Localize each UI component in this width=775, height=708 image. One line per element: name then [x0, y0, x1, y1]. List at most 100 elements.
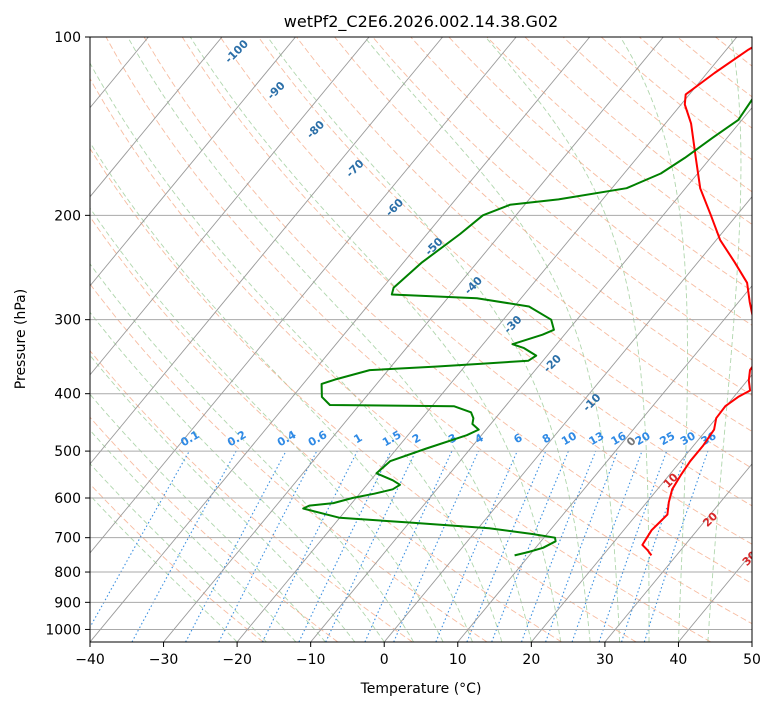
dry-adiabat: [90, 216, 562, 642]
moist-adiabat: [189, 37, 562, 642]
x-tick-label: −40: [75, 652, 105, 668]
mixing-ratio-line: [393, 450, 479, 642]
x-tick-label: 40: [670, 652, 688, 668]
dry-adiabat: [410, 37, 752, 326]
y-tick-label: 500: [54, 444, 81, 460]
isotherm: [163, 37, 664, 642]
x-axis: −40 −30 −20 −10 0 10 20 30 40 50: [75, 642, 761, 668]
moist-adiabat: [90, 207, 444, 642]
mixing-ratio-line: [520, 450, 597, 642]
x-tick-label: 30: [596, 652, 614, 668]
isotherm: [383, 196, 752, 642]
mixing-ratio-line: [185, 450, 287, 642]
mixing-ratio-line: [298, 450, 392, 642]
moist-adiabat: [620, 37, 688, 642]
moist-adiabat: [90, 429, 297, 642]
mixing-ratio-label: 16: [609, 429, 629, 448]
mixing-ratio-line: [598, 450, 668, 642]
dewpoint-line: [302, 97, 752, 557]
isotherm: [530, 374, 752, 642]
isotherm: [90, 37, 296, 287]
mixing-ratio-line: [643, 450, 709, 642]
moist-adiabat: [90, 494, 238, 642]
y-tick-label: 600: [54, 491, 81, 507]
isotherm: [90, 37, 591, 642]
moist-adiabat: [90, 141, 473, 642]
dry-adiabat: [105, 37, 752, 625]
dry-adiabat-label: -30: [501, 313, 524, 336]
moist-adiabat: [485, 37, 650, 642]
dry-adiabat: [562, 37, 752, 193]
isotherm: [751, 641, 752, 642]
isotherm: [90, 37, 223, 198]
mixing-ratio-line: [218, 450, 318, 642]
y-tick-label: 400: [54, 387, 81, 403]
x-tick-label: −20: [222, 652, 252, 668]
isotherm: [236, 37, 738, 642]
mixing-ratio-label: 25: [658, 429, 678, 448]
dry-adiabat-label: -90: [264, 79, 287, 102]
mixing-ratio-label: 1.5: [380, 428, 403, 449]
profile-lines: [302, 46, 752, 557]
dry-adiabat: [90, 283, 488, 642]
dry-adiabat: [90, 416, 339, 642]
dry-adiabat: [258, 37, 752, 469]
y-tick-label: 1000: [45, 622, 81, 638]
mixing-ratio-line: [491, 450, 569, 642]
mixing-ratio-line: [435, 450, 518, 642]
mixing-ratio-label: 10: [559, 429, 579, 448]
mixing-ratio-label: 30: [678, 429, 698, 448]
x-tick-label: −30: [149, 652, 179, 668]
dry-adiabat: [296, 37, 752, 432]
mixing-ratio-line: [262, 450, 358, 642]
dry-adiabat: [181, 37, 752, 545]
isotherm: [90, 37, 517, 554]
isotherm: [310, 106, 752, 642]
mixing-ratio-label: 8: [540, 431, 553, 446]
mixing-ratio-line: [621, 450, 688, 642]
y-tick-label: 800: [54, 565, 81, 581]
dry-adiabat-label: -20: [541, 352, 564, 375]
dry-adiabat: [754, 37, 775, 642]
x-axis-label: Temperature (°C): [360, 681, 482, 697]
moist-adiabat: [90, 393, 326, 642]
mixing-ratio-line: [466, 450, 547, 642]
x-tick-label: 50: [743, 652, 761, 668]
x-tick-label: 0: [380, 652, 389, 668]
dry-adiabat: [90, 77, 712, 642]
isotherm: [90, 37, 443, 465]
isotherm: [457, 285, 752, 642]
mixing-ratio-line: [545, 450, 619, 642]
moist-adiabat: [90, 263, 414, 642]
dry-adiabat: [90, 483, 264, 642]
isotherm: [90, 37, 370, 376]
y-axis-label: Pressure (hPa): [13, 289, 29, 389]
dry-adiabat-label: 30: [740, 548, 760, 568]
mixing-ratio-label: 0.4: [275, 428, 299, 449]
mixing-ratio-line: [131, 450, 237, 642]
y-tick-label: 200: [54, 208, 81, 224]
y-tick-label: 100: [54, 30, 81, 46]
mixing-ratio-label: 0.2: [225, 428, 248, 449]
y-tick-label: 300: [54, 313, 81, 329]
dry-adiabat: [448, 37, 752, 292]
temperature-line: [641, 46, 752, 556]
dry-adiabat-label: -10: [580, 391, 603, 414]
mixing-ratio-label: 13: [587, 429, 607, 448]
mixing-ratio-label: 6: [511, 431, 524, 446]
x-tick-label: −10: [296, 652, 326, 668]
x-tick-label: 10: [449, 652, 467, 668]
moist-adiabat: [90, 463, 267, 642]
dry-adiabat: [715, 37, 752, 67]
mixing-ratio-line: [571, 450, 643, 642]
x-tick-label: 20: [522, 652, 540, 668]
moist-adiabat: [707, 37, 742, 642]
grid-layer: [90, 37, 775, 642]
dry-adiabat: [90, 147, 637, 642]
dry-adiabat-label: -70: [343, 157, 366, 180]
plot-frame: [89, 36, 753, 643]
mixing-ratio-label: 0.1: [178, 428, 201, 449]
moist-adiabat: [267, 37, 591, 642]
isopleth-labels: -100-90-80-70-60-50-40-30-20-10010203040…: [178, 37, 760, 569]
